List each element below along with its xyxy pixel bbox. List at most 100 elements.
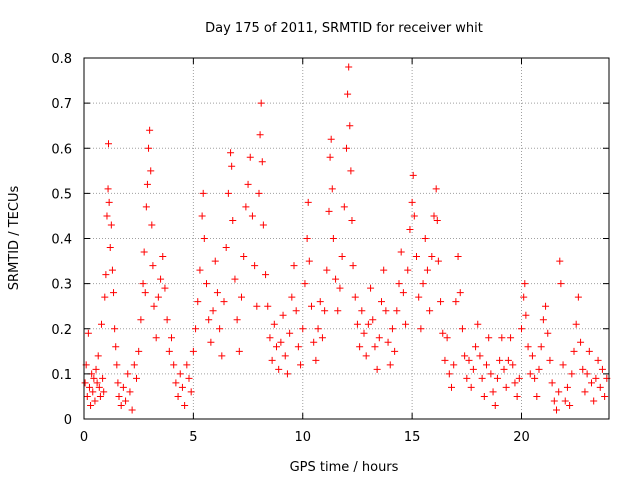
data-point [189,347,197,355]
data-point [537,343,545,351]
data-point [148,221,156,229]
data-point [168,334,175,342]
data-point [533,392,541,400]
data-point [500,365,508,373]
data-point [106,244,114,252]
data-point [345,63,353,71]
data-point [550,397,558,405]
data-point [384,338,392,346]
data-point [491,401,499,409]
data-point [198,212,206,220]
data-point [83,392,91,400]
data-point [531,374,539,382]
y-tick-label: 0.1 [51,368,72,383]
data-point [187,388,195,396]
data-point [336,284,344,292]
x-tick-label: 5 [189,430,197,445]
data-point [454,253,462,261]
tick-labels: 0 5 10 15 20 0 0.1 0.2 0.3 0.4 0.5 0.6 0.7 0.8 [51,52,529,445]
data-point [196,266,204,274]
data-point [327,135,335,143]
data-point [98,320,105,328]
data-point [130,361,138,369]
data-point [142,203,150,211]
data-point [393,307,401,315]
data-point [598,365,606,373]
data-point [428,253,436,261]
data-point [478,374,486,382]
y-tick-label: 0.6 [51,142,72,157]
data-point [410,212,418,220]
data-point [135,347,143,355]
data-point [103,212,111,220]
data-point [346,122,354,130]
grid-lines [84,58,609,419]
data-point [535,365,543,373]
data-point [474,320,482,328]
data-point [443,334,451,342]
data-point [304,198,312,206]
data-point [521,280,529,288]
data-point [235,347,243,355]
data-point [119,383,127,391]
data-point [338,253,346,261]
data-point [108,266,116,274]
data-point [528,352,536,360]
data-point [105,198,113,206]
data-point [594,356,602,364]
data-point [520,293,528,301]
data-point [325,207,333,215]
data-point [316,298,324,306]
data-point [548,379,556,387]
data-point [430,212,438,220]
data-point [402,320,410,328]
data-point [205,316,213,324]
data-point [570,347,578,355]
data-point [601,392,609,400]
data-point [318,334,326,342]
data-point [498,334,506,342]
data-point [445,370,453,378]
data-point [110,289,118,297]
data-point [163,316,171,324]
data-point [450,361,458,369]
data-point [290,262,298,270]
data-point [308,302,315,310]
data-point [126,388,134,396]
data-point [360,329,368,337]
data-point [259,221,267,229]
data-point [143,180,151,188]
data-point [233,316,241,324]
x-tick-label: 15 [404,430,421,445]
data-point [256,131,264,139]
data-point [224,189,232,197]
data-point [228,162,236,170]
data-point [146,126,154,134]
data-point [199,189,207,197]
data-point [585,347,593,355]
x-axis-label: GPS time / hours [290,460,399,475]
data-point [159,253,167,261]
data-point [406,225,414,233]
data-point [544,329,552,337]
data-point [112,343,120,351]
data-point [93,379,101,387]
data-point [353,320,361,328]
data-point [583,370,591,378]
x-tick-label: 0 [80,430,88,445]
data-point [375,334,383,342]
data-point [165,347,173,355]
data-point [539,316,547,324]
data-point [563,383,571,391]
data-point [94,352,102,360]
data-point [229,216,237,224]
data-point [343,144,350,152]
data-point [524,343,532,351]
data-point [107,221,115,229]
y-tick-label: 0.7 [51,97,72,112]
data-point [101,293,109,301]
data-point [588,379,595,387]
data-point [114,379,122,387]
data-point [100,388,108,396]
data-point [373,365,381,373]
